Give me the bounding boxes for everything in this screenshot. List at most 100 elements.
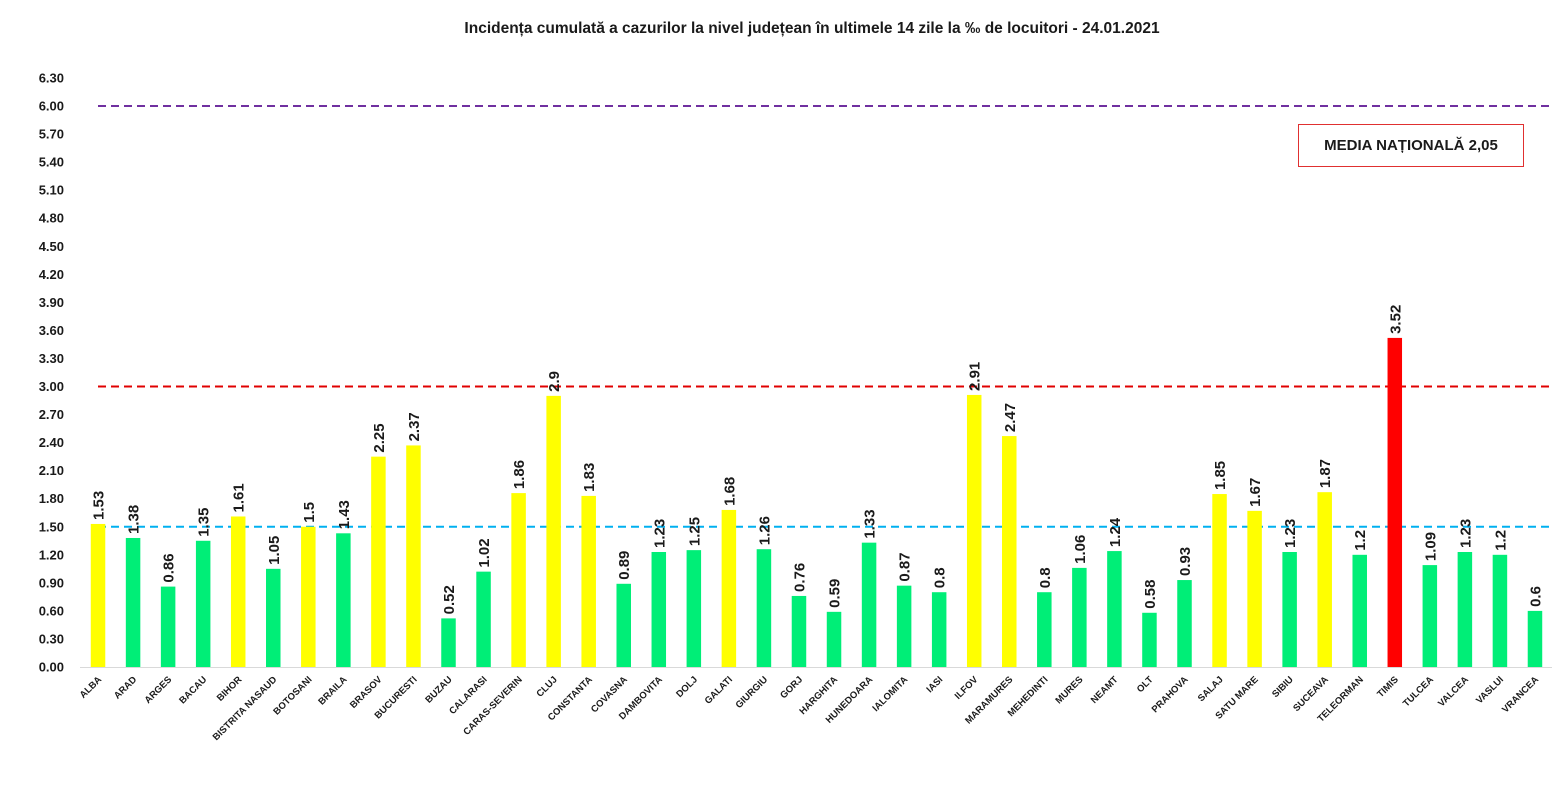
value-label: 1.85 <box>1212 461 1229 490</box>
bar <box>406 445 421 667</box>
value-label: 0.6 <box>1527 586 1544 607</box>
reference-lines <box>98 105 1552 528</box>
bar <box>1037 592 1052 667</box>
category-label: BUZAU <box>423 674 454 705</box>
bar <box>195 540 211 667</box>
bar <box>546 395 561 667</box>
bar <box>861 542 877 667</box>
bar <box>1247 510 1262 667</box>
category-label: VASLUI <box>1474 674 1506 706</box>
y-tick-label: 0.90 <box>39 575 64 590</box>
category-label: VALCEA <box>1436 674 1471 709</box>
value-label: 1.2 <box>1492 530 1509 551</box>
y-tick-label: 6.30 <box>39 71 64 86</box>
value-label: 3.52 <box>1387 305 1404 334</box>
value-label: 0.58 <box>1142 580 1159 609</box>
y-tick-label: 2.40 <box>39 435 64 450</box>
value-label: 1.61 <box>231 483 248 512</box>
y-tick-label: 4.80 <box>39 211 64 226</box>
bar <box>651 552 667 667</box>
bar <box>1002 436 1017 667</box>
category-label: OLT <box>1135 674 1156 695</box>
category-label: ARGES <box>143 674 175 706</box>
bar <box>1492 554 1508 667</box>
bar <box>1072 567 1087 667</box>
bar <box>1142 612 1157 667</box>
y-tick-label: 3.00 <box>39 379 64 394</box>
value-label: 0.8 <box>932 567 949 588</box>
value-label: 1.68 <box>721 477 738 506</box>
value-label: 0.59 <box>827 579 844 608</box>
value-label: 1.33 <box>862 509 879 538</box>
bar <box>230 516 246 667</box>
bar <box>966 394 982 667</box>
value-label: 1.86 <box>511 460 528 489</box>
value-label: 1.5 <box>301 502 318 523</box>
bar <box>160 586 176 667</box>
bar <box>1107 551 1122 667</box>
value-label: 0.89 <box>616 551 633 580</box>
bar <box>931 592 947 667</box>
category-label: TULCEA <box>1401 674 1436 709</box>
value-label: 1.2 <box>1352 530 1369 551</box>
bar <box>125 537 141 667</box>
value-label: 1.23 <box>651 519 668 548</box>
bar <box>301 526 316 667</box>
value-labels: 1.53 1.38 0.86 1.35 1.61 1.05 1.5 1.43 2.25 2.37 0… <box>91 305 1545 615</box>
bar <box>476 571 491 667</box>
bar <box>1527 610 1543 667</box>
value-label: 1.83 <box>581 463 598 492</box>
category-label: VRANCEA <box>1500 674 1541 715</box>
y-tick-label: 5.70 <box>39 127 64 142</box>
bar <box>1177 580 1192 667</box>
bar <box>1422 565 1438 667</box>
bar <box>1282 552 1297 667</box>
bar <box>616 583 631 667</box>
category-label: MURES <box>1053 674 1085 706</box>
category-label: ARAD <box>112 674 139 701</box>
category-label: IALOMITA <box>870 674 910 714</box>
y-tick-label: 3.30 <box>39 351 64 366</box>
y-tick-label: 6.00 <box>39 99 64 114</box>
y-tick-label: 4.50 <box>39 239 64 254</box>
value-label: 2.25 <box>371 423 388 452</box>
value-label: 1.06 <box>1072 535 1089 564</box>
national-average-box: MEDIA NAȚIONALĂ 2,05 <box>1298 124 1524 167</box>
value-label: 2.47 <box>1002 403 1019 432</box>
category-label: SIBIU <box>1270 674 1296 700</box>
value-label: 0.93 <box>1177 547 1194 576</box>
bar <box>266 568 281 667</box>
bar <box>791 595 807 667</box>
y-tick-label: 0.30 <box>39 631 64 646</box>
value-label: 1.02 <box>476 538 493 567</box>
bars <box>90 337 1543 667</box>
bar <box>441 618 456 667</box>
category-label: ALBA <box>78 674 105 701</box>
value-label: 1.05 <box>266 536 283 565</box>
y-tick-label: 2.70 <box>39 407 64 422</box>
bar <box>686 550 702 667</box>
bar <box>756 549 772 667</box>
category-label: IASI <box>924 674 945 695</box>
category-label: GORJ <box>778 674 805 701</box>
bar <box>90 523 106 667</box>
bar <box>721 509 737 667</box>
value-label: 0.76 <box>791 563 808 592</box>
category-label: GALATI <box>703 674 735 706</box>
bar <box>1457 552 1473 667</box>
category-label: CLUJ <box>534 674 559 699</box>
value-label: 0.8 <box>1037 567 1054 588</box>
value-label: 1.09 <box>1422 532 1439 561</box>
value-label: 1.87 <box>1317 459 1334 488</box>
category-label: BISTRITA NASAUD <box>211 674 280 743</box>
category-label: PRAHOVA <box>1150 674 1191 715</box>
chart-title: Incidența cumulată a cazurilor la nivel … <box>464 20 1160 37</box>
value-label: 1.26 <box>756 516 773 545</box>
value-label: 1.23 <box>1457 519 1474 548</box>
bar <box>371 456 386 667</box>
value-label: 1.53 <box>91 491 108 520</box>
value-label: 1.35 <box>196 508 213 537</box>
national-average-label: MEDIA NAȚIONALĂ 2,05 <box>1324 137 1498 154</box>
value-label: 1.43 <box>336 500 353 529</box>
